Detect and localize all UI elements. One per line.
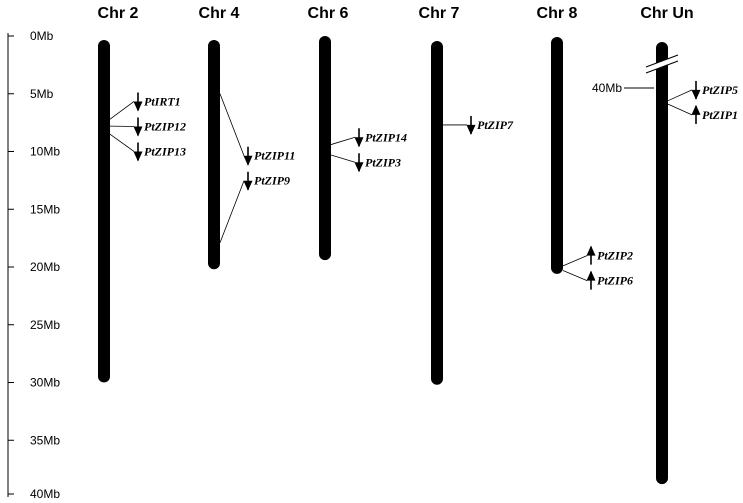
gene-leader-line — [219, 180, 245, 243]
arrow-head-icon — [243, 155, 253, 166]
chromosome-chr-7: Chr 7 PtZIP7 — [419, 5, 514, 385]
arrow-head-icon — [586, 270, 596, 281]
gene-marker-ptzip5: PtZIP5 — [667, 80, 738, 102]
chromosome-bar — [431, 41, 443, 385]
gene-marker-ptzip13: PtZIP13 — [109, 133, 186, 162]
chromosome-bar — [656, 42, 668, 485]
gene-leader-line — [330, 154, 356, 163]
arrow-head-icon — [586, 245, 596, 256]
gene-marker-ptzip11: PtZIP11 — [219, 93, 295, 166]
break-gap — [646, 54, 678, 73]
gene-marker-ptzip2: PtZIP2 — [562, 245, 633, 267]
scale-tick-label: 10Mb — [30, 145, 60, 159]
gene-leader-line — [667, 103, 693, 116]
scale-tick-label: 35Mb — [30, 433, 60, 447]
gene-label: PtZIP6 — [597, 274, 633, 288]
scale-tick-label: 0Mb — [30, 29, 54, 43]
gene-label: PtZIP11 — [254, 149, 295, 163]
gene-leader-line — [562, 255, 588, 267]
gene-marker-ptirt1: PtIRT1 — [109, 92, 181, 120]
gene-label: PtZIP5 — [702, 83, 738, 97]
arrow-head-icon — [133, 126, 143, 137]
chromosome-chr-4: Chr 4 PtZIP11 PtZIP9 — [199, 5, 295, 270]
scale-tick-label: 5Mb — [30, 87, 54, 101]
gene-leader-line — [330, 136, 356, 145]
gene-marker-ptzip9: PtZIP9 — [219, 171, 290, 243]
break-mark-line — [645, 60, 679, 74]
break-label: 40Mb — [592, 81, 622, 95]
gene-label: PtZIP2 — [597, 249, 633, 263]
gene-label: PtZIP7 — [477, 118, 514, 132]
gene-marker-ptzip12: PtZIP12 — [109, 117, 186, 137]
break-mark-line — [645, 54, 679, 68]
scale-tick-label: 30Mb — [30, 376, 60, 390]
gene-leader-line — [109, 133, 135, 152]
chromosome-chr-un: Chr Un 40Mb PtZIP5 PtZIP1 — [592, 5, 738, 485]
scale-axis: 0Mb 5Mb 10Mb 15Mb 20Mb 25Mb 30Mb 35Mb 40Mb — [7, 29, 60, 501]
chromosome-bar — [208, 40, 220, 270]
chromosome-title: Chr 8 — [537, 5, 578, 22]
chromosome-bar — [98, 40, 110, 383]
chromosome-bar — [319, 36, 331, 261]
scale-tick-label: 15Mb — [30, 202, 60, 216]
gene-marker-ptzip6: PtZIP6 — [562, 270, 633, 290]
gene-marker-ptzip3: PtZIP3 — [330, 153, 401, 173]
chromosome-title: Chr 6 — [308, 5, 349, 22]
arrow-head-icon — [354, 137, 364, 148]
gene-label: PtZIP13 — [144, 144, 186, 158]
gene-marker-ptzip14: PtZIP14 — [330, 128, 407, 148]
arrow-head-icon — [691, 104, 701, 115]
gene-label: PtZIP3 — [365, 155, 401, 169]
arrow-head-icon — [691, 89, 701, 100]
chromosome-chr-2: Chr 2 PtIRT1 PtZIP12 PtZIP13 — [98, 5, 186, 383]
gene-label: PtZIP14 — [365, 130, 407, 144]
gene-marker-ptzip7: PtZIP7 — [443, 115, 514, 135]
arrow-head-icon — [466, 124, 476, 135]
scale-tick-label: 25Mb — [30, 318, 60, 332]
gene-marker-ptzip1: PtZIP1 — [667, 103, 738, 124]
scale-tick-label: 20Mb — [30, 260, 60, 274]
arrow-head-icon — [133, 151, 143, 162]
arrow-head-icon — [354, 162, 364, 173]
chromosome-title: Chr 7 — [419, 5, 460, 22]
arrow-head-icon — [243, 180, 253, 191]
chromosome-title: Chr 2 — [98, 5, 139, 22]
chromosome-title: Chr Un — [640, 5, 693, 22]
arrow-head-icon — [133, 101, 143, 112]
gene-leader-line — [219, 93, 245, 156]
gene-leader-line — [109, 101, 135, 120]
gene-leader-line — [562, 270, 588, 282]
chromosome-bar — [551, 37, 563, 274]
chromosome-title: Chr 4 — [199, 5, 240, 22]
gene-label: PtZIP1 — [702, 108, 738, 122]
chromosome-chr-8: Chr 8 PtZIP2 PtZIP6 — [537, 5, 633, 290]
chromosome-chr-6: Chr 6 PtZIP14 PtZIP3 — [308, 5, 407, 261]
gene-label: PtIRT1 — [144, 94, 181, 108]
gene-label: PtZIP9 — [254, 174, 290, 188]
gene-label: PtZIP12 — [144, 119, 186, 133]
scale-tick-label: 40Mb — [30, 487, 60, 501]
gene-leader-line — [667, 89, 693, 102]
